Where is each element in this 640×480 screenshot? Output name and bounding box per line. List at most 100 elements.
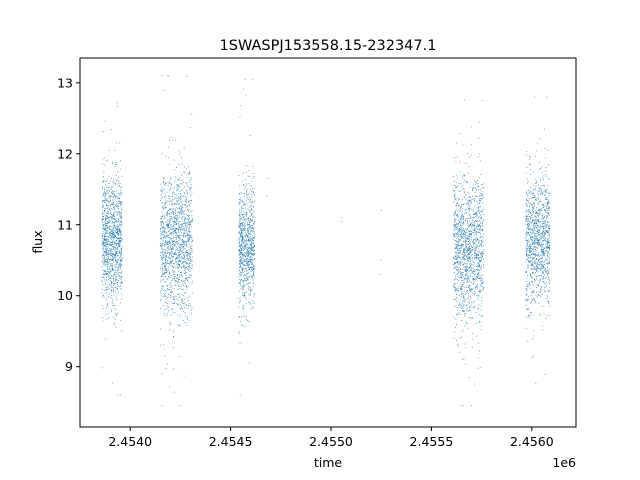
data-point <box>470 251 471 252</box>
data-point <box>467 243 469 245</box>
data-point <box>464 259 465 261</box>
data-point <box>543 238 545 240</box>
data-point <box>466 308 468 310</box>
data-point <box>544 278 546 279</box>
data-point <box>478 213 480 214</box>
data-point <box>174 252 176 254</box>
data-point <box>479 278 480 279</box>
data-point <box>473 187 475 189</box>
data-point <box>469 291 471 292</box>
data-point <box>174 298 176 300</box>
data-point <box>249 295 251 296</box>
data-point <box>238 239 240 241</box>
data-point <box>185 244 187 246</box>
data-point <box>253 253 255 254</box>
data-point <box>111 255 113 257</box>
data-point <box>187 268 189 270</box>
data-point <box>167 213 169 215</box>
data-point <box>467 266 469 268</box>
data-point <box>163 223 164 225</box>
data-point <box>164 236 166 238</box>
data-point <box>110 244 112 246</box>
data-point <box>105 222 106 224</box>
data-point <box>188 172 190 174</box>
data-point <box>472 288 474 290</box>
chart-title: 1SWASPJ153558.15-232347.1 <box>220 38 437 54</box>
data-point <box>111 268 113 270</box>
data-point <box>117 261 118 263</box>
data-point <box>191 306 193 308</box>
data-point <box>180 223 182 225</box>
data-point <box>170 323 171 325</box>
data-point <box>115 205 117 207</box>
data-point <box>252 282 254 284</box>
data-point <box>473 198 475 200</box>
data-point <box>188 221 189 223</box>
data-point <box>175 221 177 223</box>
data-point <box>246 279 248 281</box>
data-point <box>118 220 120 222</box>
data-point <box>242 256 244 258</box>
data-point <box>245 199 247 201</box>
data-point <box>247 265 249 267</box>
data-point <box>185 201 187 203</box>
data-point <box>481 283 482 285</box>
data-point <box>117 261 118 263</box>
data-point <box>465 194 467 196</box>
data-point <box>540 278 541 280</box>
data-point <box>163 257 164 259</box>
data-point <box>116 190 118 192</box>
data-point <box>540 185 542 187</box>
data-point <box>169 216 170 218</box>
data-point <box>463 250 464 252</box>
data-point <box>107 256 109 258</box>
data-point <box>173 391 175 393</box>
data-point <box>113 276 114 278</box>
data-point <box>534 246 535 248</box>
data-point <box>247 202 249 204</box>
data-point <box>110 237 111 239</box>
data-point <box>167 220 169 221</box>
data-point <box>109 268 110 269</box>
data-point <box>105 232 107 234</box>
data-point <box>459 246 461 248</box>
data-point <box>479 198 481 200</box>
data-point <box>466 278 468 280</box>
data-point <box>243 296 245 298</box>
data-point <box>114 206 115 208</box>
data-point <box>187 300 189 301</box>
data-point <box>456 233 458 234</box>
data-point <box>169 237 170 239</box>
data-point <box>453 218 455 220</box>
data-point <box>182 275 183 277</box>
data-point <box>533 292 535 294</box>
data-point <box>245 203 247 205</box>
data-point <box>248 247 250 249</box>
data-point <box>108 253 110 255</box>
data-point <box>460 250 462 251</box>
data-point <box>121 298 122 300</box>
data-point <box>468 254 470 256</box>
data-point <box>246 190 247 192</box>
data-point <box>162 254 164 256</box>
data-point <box>180 307 182 309</box>
data-point <box>462 218 463 220</box>
data-point <box>182 300 183 302</box>
data-point <box>537 235 539 237</box>
data-point <box>243 216 245 218</box>
data-point <box>162 229 164 231</box>
data-point <box>242 219 244 221</box>
data-point <box>118 205 120 207</box>
data-point <box>240 192 242 194</box>
data-point <box>477 186 479 187</box>
data-point <box>468 230 470 232</box>
data-point <box>186 193 188 194</box>
data-point <box>239 193 240 194</box>
data-point <box>113 214 115 216</box>
data-point <box>238 213 240 215</box>
data-point <box>177 185 179 187</box>
data-point <box>239 297 241 299</box>
data-point <box>480 257 481 258</box>
data-point <box>466 280 468 282</box>
data-point <box>110 255 112 257</box>
